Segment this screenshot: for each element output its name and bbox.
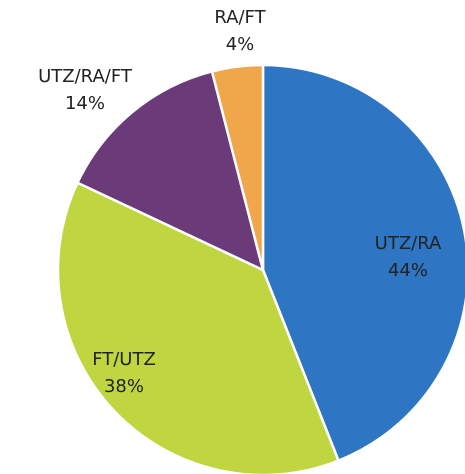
slice-label: RA/FT bbox=[214, 7, 266, 28]
slice-value-label: 14% bbox=[65, 93, 105, 114]
slice-value-label: 38% bbox=[104, 376, 144, 397]
pie-slice bbox=[210, 63, 265, 271]
slice-label: FT/UTZ bbox=[92, 349, 156, 370]
slice-value-label: 4% bbox=[226, 34, 255, 55]
slice-label: UTZ/RA/FT bbox=[38, 66, 133, 87]
slice-value-label: 44% bbox=[388, 260, 428, 281]
pie-slice bbox=[261, 63, 465, 463]
pie-slice bbox=[56, 181, 341, 474]
slice-label: UTZ/RA bbox=[375, 233, 442, 254]
pie-slice bbox=[75, 69, 265, 273]
